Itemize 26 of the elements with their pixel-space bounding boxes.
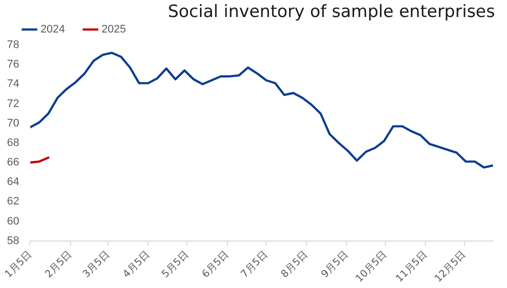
y-tick-label: 78 — [6, 39, 20, 52]
x-tick-label: 4月5日 — [121, 249, 152, 280]
x-tick-label: 5月5日 — [160, 249, 192, 280]
x-tick-label: 10月5日 — [354, 249, 390, 285]
x-tick-label: 12月5日 — [433, 249, 468, 285]
y-tick-label: 64 — [6, 176, 20, 188]
x-tick-label: 11月5日 — [394, 249, 430, 285]
legend-label: 2025 — [101, 24, 126, 36]
chart-title: Social inventory of sample enterprises — [168, 2, 495, 22]
legend-label: 2024 — [40, 24, 65, 36]
y-tick-label: 58 — [6, 234, 20, 247]
y-tick-label: 60 — [6, 215, 20, 228]
x-tick-label: 1月5日 — [3, 249, 34, 280]
y-tick-label: 68 — [6, 136, 20, 149]
y-tick-label: 62 — [6, 196, 20, 208]
y-tick-label: 70 — [6, 117, 20, 130]
x-tick-label: 2月5日 — [43, 249, 74, 280]
y-tick-label: 76 — [6, 58, 20, 71]
x-tick-label: 6月5日 — [200, 249, 232, 280]
y-tick-label: 72 — [6, 98, 20, 110]
x-tick-label: 7月5日 — [239, 249, 270, 280]
y-tick-label: 74 — [6, 78, 20, 90]
x-tick-label: 3月5日 — [81, 249, 112, 280]
x-tick-label: 8月5日 — [279, 249, 310, 280]
y-tick-label: 66 — [6, 156, 20, 169]
x-tick-label: 9月5日 — [320, 249, 350, 280]
